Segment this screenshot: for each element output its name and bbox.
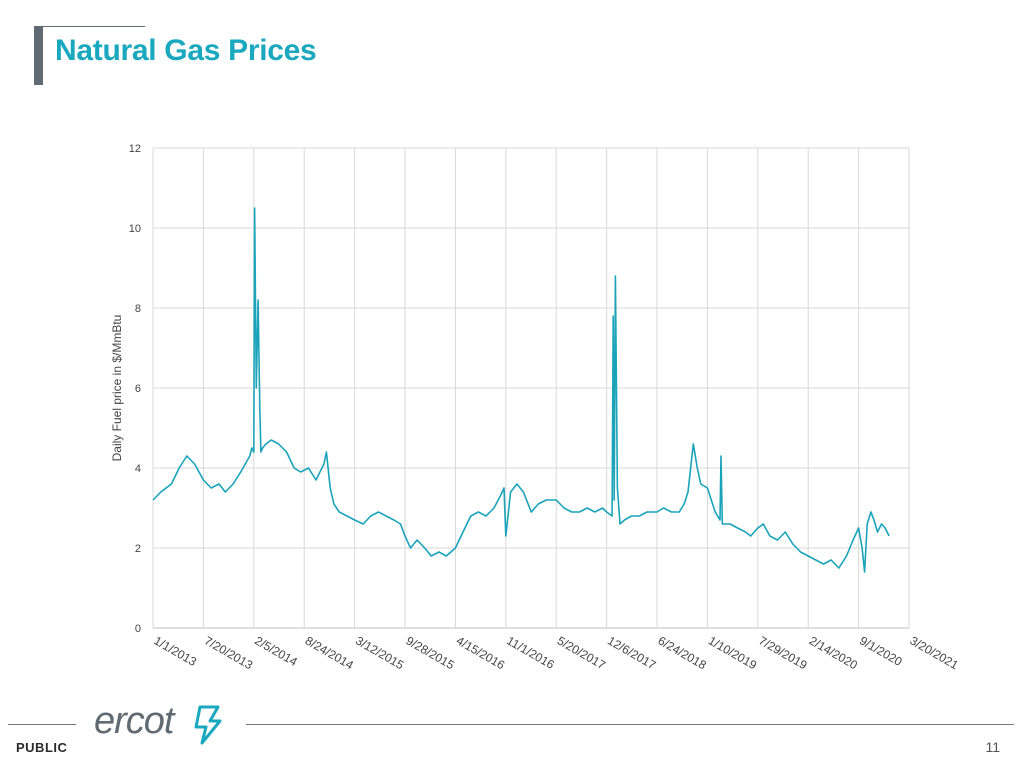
y-tick-labels: 0 2 4 6 8 10 12: [129, 143, 141, 635]
y-tick-label: 4: [135, 463, 141, 475]
y-tick-label: 12: [129, 143, 141, 155]
x-tick-label: 9/28/2015: [404, 633, 458, 672]
x-tick-label: 3/20/2021: [908, 633, 962, 672]
x-tick-label: 11/1/2016: [504, 633, 557, 672]
x-tick-label: 7/29/2019: [756, 633, 810, 672]
x-tick-label: 4/15/2016: [454, 633, 508, 672]
y-axis-label: Daily Fuel price in $/MmBtu: [110, 315, 124, 462]
x-tick-label: 1/1/2013: [152, 633, 200, 669]
y-tick-label: 10: [129, 223, 141, 235]
y-tick-label: 2: [135, 543, 141, 555]
y-tick-label: 0: [135, 623, 141, 635]
x-tick-label: 9/1/2020: [857, 633, 905, 669]
footer-classification: PUBLIC: [16, 740, 68, 755]
footer-rule-left: [8, 724, 76, 725]
svg-text:ercot: ercot: [94, 700, 176, 742]
x-tick-label: 2/14/2020: [807, 633, 861, 672]
y-tick-label: 8: [135, 303, 141, 315]
x-tick-label: 3/12/2015: [353, 633, 407, 672]
x-tick-label: 1/10/2019: [706, 633, 760, 672]
series-line: [152, 207, 890, 573]
title-accent-bar: [34, 26, 43, 85]
x-tick-label: 5/20/2017: [555, 633, 609, 672]
page-title: Natural Gas Prices: [55, 34, 317, 67]
x-tick-label: 6/24/2018: [656, 633, 710, 672]
series-group: [152, 207, 890, 573]
x-tick-label: 8/24/2014: [303, 633, 357, 672]
ercot-logo: ercot: [94, 700, 222, 745]
x-tick-label: 12/6/2017: [605, 633, 659, 672]
footer-rule-right: [246, 724, 1014, 725]
title-rule: [37, 26, 145, 27]
y-tick-label: 6: [135, 383, 141, 395]
page-number: 11: [985, 739, 1000, 755]
x-tick-label: 2/5/2014: [252, 633, 300, 669]
chart-grid: [152, 147, 910, 629]
x-tick-label: 7/20/2013: [202, 633, 256, 672]
